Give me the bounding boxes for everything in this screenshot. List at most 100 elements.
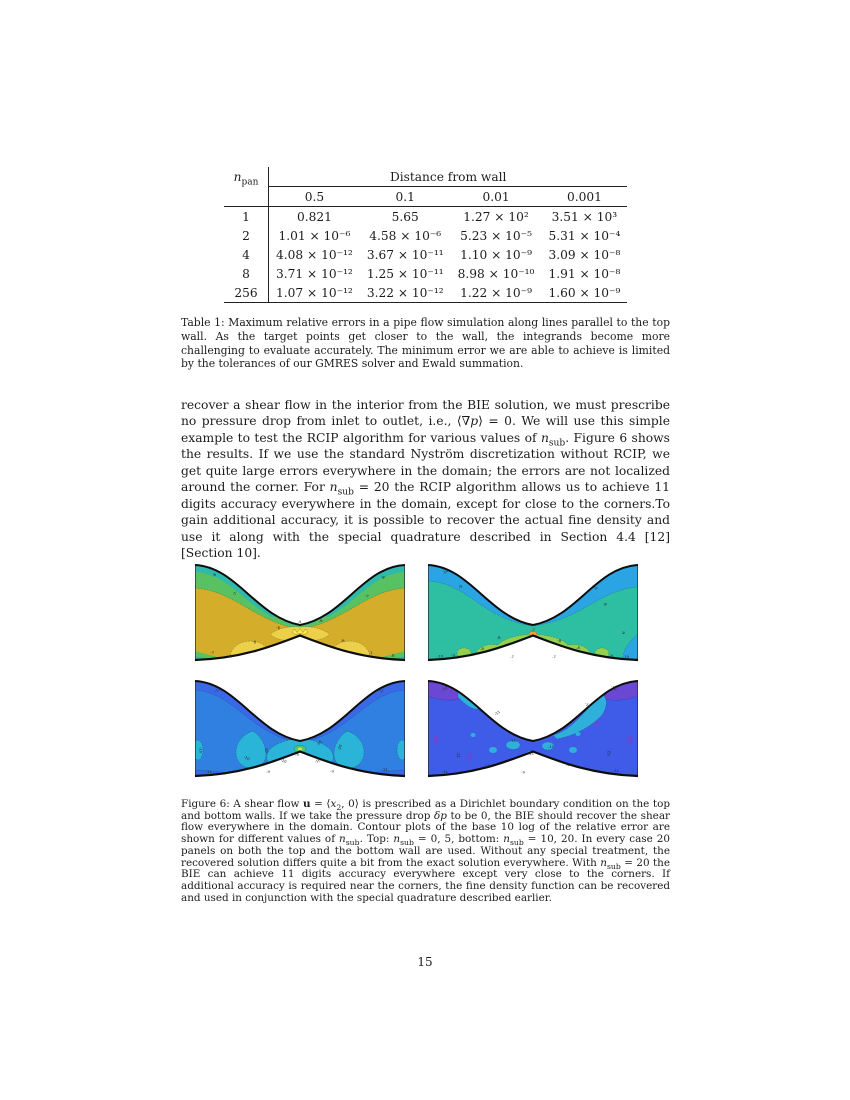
contour-label: -10 xyxy=(442,568,450,575)
row-npan-value: 4 xyxy=(224,245,269,264)
contour-label: -10 xyxy=(263,746,268,753)
error-cell-value: 1.07 × 10⁻¹² xyxy=(276,285,353,300)
error-cell-value: 1.60 × 10⁻⁹ xyxy=(548,285,621,300)
contour-label: -9 xyxy=(266,770,270,774)
contour-panel-nsub-20: -12 -12 -11 -11 -11 -11 -11 -12 -12 -11 -11 -11 -11 -… xyxy=(428,680,638,778)
contour-label: -9 xyxy=(521,771,525,775)
contour-label: -6 xyxy=(276,626,281,631)
contour-label: -10 xyxy=(337,744,343,752)
error-cell-value: 4.08 × 10⁻¹² xyxy=(276,247,353,262)
contour-panel-nsub-0: -8 -7 -8 -7 -6 -5 -6 -6 -6 -7 -6 -7 -8 xyxy=(195,564,405,662)
contour-label: -8 xyxy=(496,635,501,640)
table-row: 256 1.07 × 10⁻¹² 3.22 × 10⁻¹² 1.22 × 10⁻⁹ 1.… xyxy=(224,283,627,303)
error-cell-value: 3.71 × 10⁻¹² xyxy=(276,266,353,281)
empty-header-cell xyxy=(224,186,269,207)
contour-label: -11 xyxy=(214,686,222,693)
contour-label: -12 xyxy=(610,685,618,692)
contour-label: -8 xyxy=(380,574,386,580)
row-npan-value: 1 xyxy=(224,206,269,226)
contour-label: -11 xyxy=(548,745,555,749)
error-cell-value: 1.27 × 10² xyxy=(463,209,529,224)
contour-label: -10 xyxy=(280,758,288,764)
contour-label: -8 xyxy=(576,646,580,650)
contour-label: -10 xyxy=(437,655,444,659)
npan-header: npan xyxy=(224,167,269,187)
contour-label: -9 xyxy=(458,584,464,590)
table-row: 2 1.01 × 10⁻⁶ 4.58 × 10⁻⁶ 5.23 × 10⁻⁵ 5.31 ×… xyxy=(224,226,627,245)
contour-label: -9 xyxy=(330,770,334,774)
col-header: 0.001 xyxy=(541,186,628,207)
table-row: 1 0.821 5.65 1.27 × 10² 3.51 × 10³ xyxy=(224,206,627,226)
contour-label: -11 xyxy=(377,687,385,694)
contour-label: -11 xyxy=(510,739,517,743)
col-header: 0.1 xyxy=(359,186,451,207)
contour-panel-nsub-10: -11 -11 -10 -10 -10 -10 -9 -10 -10 -9 -9 -11 -11 -10 xyxy=(195,680,405,778)
error-cell-value: 3.22 × 10⁻¹² xyxy=(366,285,444,300)
contour-label: -11 xyxy=(528,752,535,756)
contour-label: -7 xyxy=(210,651,215,656)
contour-label: -7 xyxy=(531,628,535,632)
table-group-header-row: npan Distance from wall xyxy=(224,167,628,187)
error-cell-value: 3.67 × 10⁻¹¹ xyxy=(366,247,444,262)
contour-label: -6 xyxy=(318,618,323,623)
contour-label: -7 xyxy=(552,655,556,659)
error-cell-value: 3.09 × 10⁻⁸ xyxy=(548,247,621,262)
error-cell-value: 5.23 × 10⁻⁵ xyxy=(460,228,532,243)
error-cell-value: 1.25 × 10⁻¹¹ xyxy=(366,266,444,281)
table-row: 8 3.71 × 10⁻¹² 1.25 × 10⁻¹¹ 8.98 × 10⁻¹⁰ 1.9… xyxy=(224,264,627,283)
contour-label: -11 xyxy=(566,763,573,767)
error-cell-value: 0.821 xyxy=(296,209,332,224)
contour-label: -11 xyxy=(584,702,592,709)
contour-label: -9 xyxy=(609,654,613,658)
contour-labels-nsub-10: -11 -11 -10 -10 -10 -10 -9 -10 -10 -9 -9 -11 -11 -10 xyxy=(199,686,389,774)
error-cell-value: 8.98 × 10⁻¹⁰ xyxy=(457,266,535,281)
contour-label: -7 xyxy=(364,593,370,599)
contour-panel-nsub-5: -10 -9 -10 -9 -9 -8 -8 -7 -8 -8 -10 -9 -7 -7 -9 -10 xyxy=(428,564,638,662)
contour-label: -7 xyxy=(232,591,238,597)
col-header: 0.01 xyxy=(450,186,542,207)
contour-label: -12 xyxy=(606,750,611,757)
table-body: 1 0.821 5.65 1.27 × 10² 3.51 × 10³ 2 1.01 × 10… xyxy=(224,206,628,303)
contour-label: -5 xyxy=(298,620,302,624)
row-npan-value: 8 xyxy=(224,264,269,283)
contour-label: -10 xyxy=(316,739,324,747)
figure-grid: -8 -7 -8 -7 -6 -5 -6 -6 -6 -7 -6 -7 -8 - xyxy=(195,559,641,783)
contour-label: -11 xyxy=(494,709,502,716)
error-table: npan Distance from wall 0.5 0.1 0.01 0.0… xyxy=(224,167,628,303)
contour-label: -9 xyxy=(451,654,455,658)
contour-labels-nsub-20: -12 -12 -11 -11 -11 -11 -11 -12 -12 -11 -11 -11 -11 -… xyxy=(441,685,620,775)
contour-label: -11 xyxy=(484,764,491,768)
table-row: 4 4.08 × 10⁻¹² 3.67 × 10⁻¹¹ 1.10 × 10⁻⁹ 3.09… xyxy=(224,245,627,264)
contour-label: -10 xyxy=(243,755,251,762)
contour-label: -10 xyxy=(314,758,322,764)
contour-label: -6 xyxy=(228,654,233,658)
contour-label: -8 xyxy=(557,639,562,644)
contour-label: -10 xyxy=(591,584,599,591)
figure-caption: Figure 6: A shear flow u = ⟨x2, 0⟩ is pr… xyxy=(181,798,670,904)
error-cell-value: 4.58 × 10⁻⁶ xyxy=(369,228,442,243)
contour-labels-nsub-0: -8 -7 -8 -7 -6 -5 -6 -6 -6 -7 -6 -7 -8 xyxy=(210,572,396,659)
row-npan-value: 256 xyxy=(224,283,269,303)
contour-label: -9 xyxy=(602,601,608,607)
error-cell-value: 3.51 × 10³ xyxy=(551,209,618,224)
table-subheader-row: 0.5 0.1 0.01 0.001 xyxy=(224,186,628,207)
contour-label: -8 xyxy=(212,572,218,578)
page-number: 15 xyxy=(417,955,433,969)
npan-sub: pan xyxy=(241,177,259,188)
contour-label: -9 xyxy=(295,753,299,757)
contour-label: -8 xyxy=(390,653,395,658)
error-cell-value: 1.22 × 10⁻⁹ xyxy=(460,285,532,300)
error-cell-value: 5.65 xyxy=(391,209,419,224)
contour-label: -9 xyxy=(620,630,626,636)
contour-label: -12 xyxy=(441,686,449,693)
contour-label: -7 xyxy=(510,655,514,659)
row-npan-value: 2 xyxy=(224,226,269,245)
col-header: 0.5 xyxy=(268,186,360,207)
npan-var: n xyxy=(233,169,242,184)
contour-label: -7 xyxy=(369,651,374,656)
table-caption: Table 1: Maximum relative errors in a pi… xyxy=(181,316,670,371)
contour-label: -11 xyxy=(442,770,449,774)
contour-label: -12 xyxy=(455,751,460,758)
contour-label: -11 xyxy=(613,769,620,773)
